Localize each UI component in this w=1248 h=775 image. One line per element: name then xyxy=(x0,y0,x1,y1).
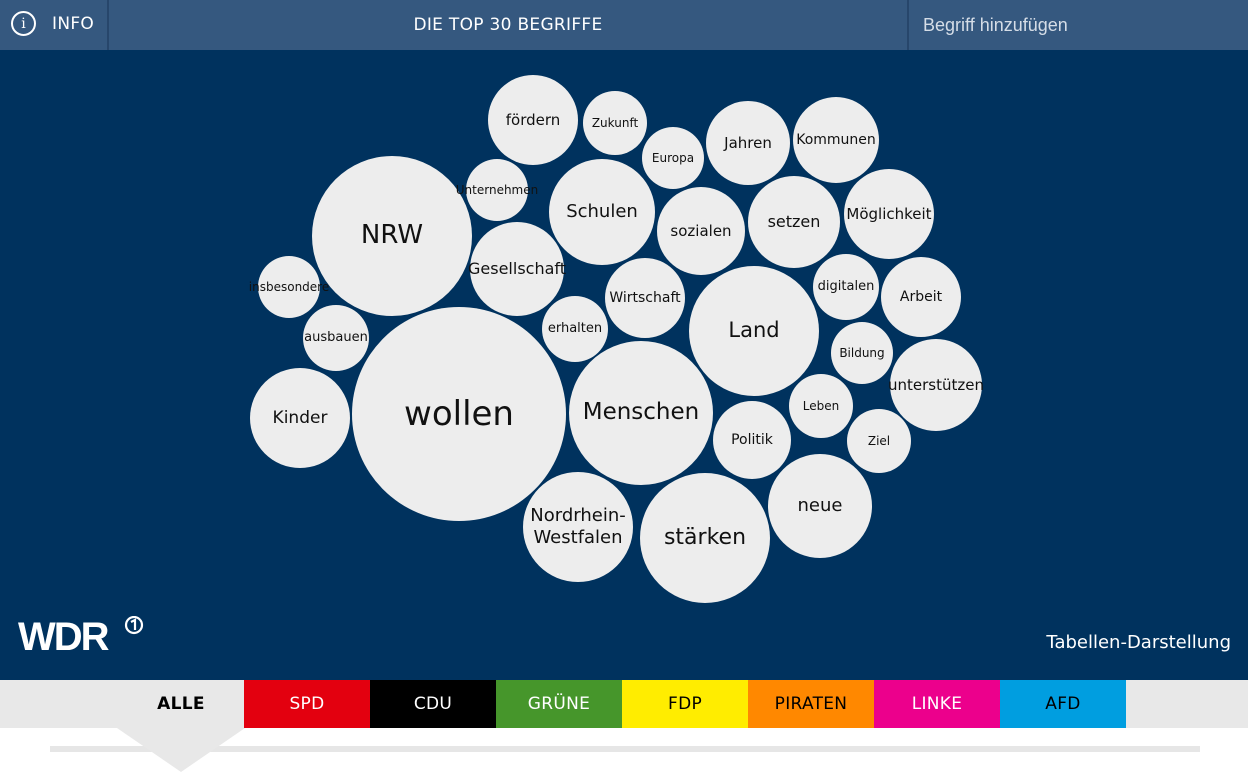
header-divider xyxy=(907,0,909,50)
bubble-label: erhalten xyxy=(547,321,603,337)
bubble-menschen[interactable]: Menschen xyxy=(569,341,713,485)
bubble-label: Menschen xyxy=(582,399,700,426)
bubble-unternehmen[interactable]: Unternehmen xyxy=(456,159,538,221)
header-divider xyxy=(107,0,109,50)
bubble-digitalen[interactable]: digitalen xyxy=(813,254,879,320)
bubble-jahren[interactable]: Jahren xyxy=(706,101,790,185)
bubble-gesellschaft[interactable]: Gesellschaft xyxy=(468,222,567,316)
party-tab-label: LINKE xyxy=(911,694,963,714)
bubble-label: unterstützen xyxy=(888,376,984,394)
table-view-link[interactable]: Tabellen-Darstellung xyxy=(1046,632,1231,653)
bubble-label: Zukunft xyxy=(591,115,639,130)
info-label: INFO xyxy=(52,14,95,34)
bubble-nordrhein-westfalen[interactable]: Nordrhein- Westfalen xyxy=(523,472,633,582)
bubble-zukunft[interactable]: Zukunft xyxy=(583,91,647,155)
bubble-staerken[interactable]: stärken xyxy=(640,473,770,603)
info-button[interactable]: i INFO xyxy=(0,0,107,50)
bubble-sozialen[interactable]: sozialen xyxy=(657,187,745,275)
bubble-neue[interactable]: neue xyxy=(768,454,872,558)
party-tab-gruene[interactable]: GRÜNE xyxy=(496,680,622,728)
bubble-label: Europa xyxy=(651,150,695,165)
party-tab-label: PIRATEN xyxy=(774,694,848,714)
bubble-chart-area: wollen NRW Menschen Land stärken Schulen Nordr… xyxy=(0,50,1248,680)
bubble-nrw[interactable]: NRW xyxy=(312,156,472,316)
bubble-insbesondere[interactable]: insbesondere xyxy=(249,256,329,318)
bubble-label: Land xyxy=(728,318,780,343)
bubble-label: setzen xyxy=(767,212,821,232)
bubble-label: Kommunen xyxy=(796,131,876,148)
party-tab-label: AFD xyxy=(1045,694,1081,714)
bubble-label: Gesellschaft xyxy=(468,259,567,279)
bubble-label: Leben xyxy=(802,398,840,413)
bubble-moeglichkeit[interactable]: Möglichkeit xyxy=(844,169,934,259)
bubble-label: ausbauen xyxy=(304,330,368,346)
bubble-europa[interactable]: Europa xyxy=(642,127,704,189)
bubble-label: Möglichkeit xyxy=(846,205,932,223)
bubble-arbeit[interactable]: Arbeit xyxy=(881,257,961,337)
party-tab-piraten[interactable]: PIRATEN xyxy=(748,680,874,728)
bubble-label: digitalen xyxy=(817,279,875,295)
party-filter-bar: ALLE SPD CDU GRÜNE FDP PIRATEN LINKE AFD xyxy=(0,680,1248,728)
bubble-setzen[interactable]: setzen xyxy=(748,176,840,268)
bubble-wollen[interactable]: wollen xyxy=(352,307,566,521)
term-bubbles: wollen NRW Menschen Land stärken Schulen Nordr… xyxy=(0,50,1248,680)
bubble-label: Ziel xyxy=(867,433,891,448)
bubble-erhalten[interactable]: erhalten xyxy=(542,296,608,362)
party-tab-fdp[interactable]: FDP xyxy=(622,680,748,728)
party-tab-label: ALLE xyxy=(157,694,205,714)
bubble-kinder[interactable]: Kinder xyxy=(250,368,350,468)
party-tab-linke[interactable]: LINKE xyxy=(874,680,1000,728)
party-tab-cdu[interactable]: CDU xyxy=(370,680,496,728)
bubble-ziel[interactable]: Ziel xyxy=(847,409,911,473)
page-title: DIE TOP 30 BEGRIFFE xyxy=(413,15,603,35)
bubble-label: Kinder xyxy=(272,407,328,428)
bubble-label: stärken xyxy=(663,524,747,550)
bubble-ausbauen[interactable]: ausbauen xyxy=(303,305,369,371)
bubble-wirtschaft[interactable]: Wirtschaft xyxy=(605,258,685,338)
bubble-label: Nordrhein- Westfalen xyxy=(530,505,626,548)
party-tab-afd[interactable]: AFD xyxy=(1000,680,1126,728)
bubble-label: sozialen xyxy=(670,222,732,240)
bubble-politik[interactable]: Politik xyxy=(713,401,791,479)
bubble-leben[interactable]: Leben xyxy=(789,374,853,438)
bubble-label: fördern xyxy=(505,111,561,129)
bubble-label: NRW xyxy=(360,220,424,251)
wdr-logo: WDR xyxy=(18,616,144,656)
bubble-label: insbesondere xyxy=(248,279,330,294)
party-tab-label: SPD xyxy=(289,694,325,714)
bubble-label: neue xyxy=(797,495,843,517)
bubble-schulen[interactable]: Schulen xyxy=(549,159,655,265)
party-tab-label: GRÜNE xyxy=(527,694,591,714)
indicator-track xyxy=(50,746,1200,752)
active-tab-pointer xyxy=(117,728,245,772)
bubble-kommunen[interactable]: Kommunen xyxy=(793,97,879,183)
bubble-label: Arbeit xyxy=(899,288,943,305)
bubble-label: Politik xyxy=(731,431,773,448)
bubble-foerdern[interactable]: fördern xyxy=(488,75,578,165)
party-tab-label: CDU xyxy=(413,694,453,714)
bubble-unterstuetzen[interactable]: unterstützen xyxy=(888,339,984,431)
party-selector-indicator-area xyxy=(0,728,1248,775)
add-term-input[interactable] xyxy=(910,0,1240,50)
bubble-label: Bildung xyxy=(839,345,885,360)
bubble-label: Jahren xyxy=(724,134,772,152)
party-tab-alle[interactable]: ALLE xyxy=(118,680,244,728)
top-bar: i INFO DIE TOP 30 BEGRIFFE xyxy=(0,0,1248,50)
bubble-land[interactable]: Land xyxy=(689,266,819,396)
wdr-logo-text: WDR xyxy=(18,616,110,656)
bubble-label: wollen xyxy=(404,393,514,434)
bubble-bildung[interactable]: Bildung xyxy=(831,322,893,384)
bubble-label: Wirtschaft xyxy=(609,289,681,306)
party-tab-spd[interactable]: SPD xyxy=(244,680,370,728)
bubble-label: Schulen xyxy=(566,201,638,223)
bubble-label: Unternehmen xyxy=(455,182,539,197)
info-icon: i xyxy=(11,11,36,36)
party-tab-label: FDP xyxy=(667,694,703,714)
